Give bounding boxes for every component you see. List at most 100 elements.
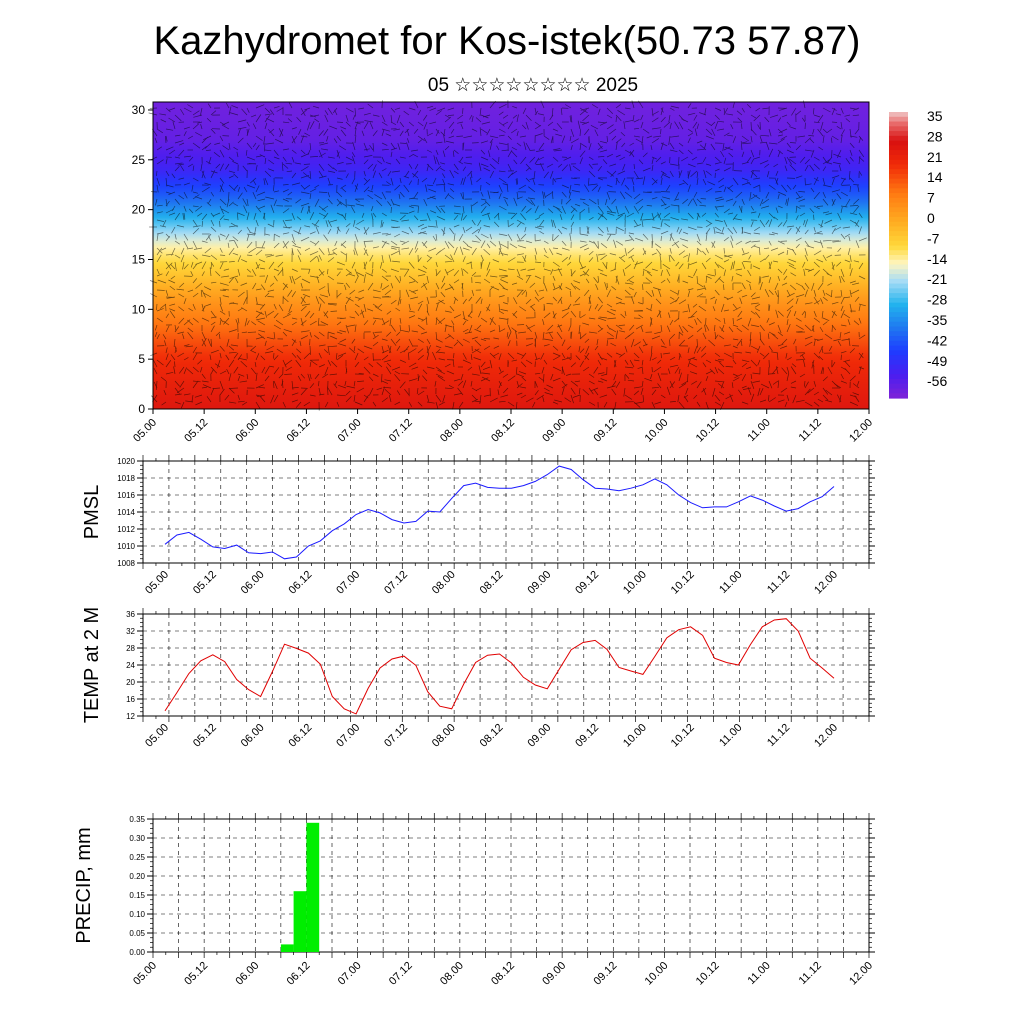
wind-barb (406, 129, 410, 137)
wind-barb (498, 382, 502, 389)
wind-barb (192, 278, 198, 284)
wind-barb (179, 366, 185, 374)
x-tick-label: 06.12 (287, 569, 315, 597)
wind-barb (426, 394, 430, 402)
wind-barb (168, 212, 176, 216)
wind-barb (480, 184, 482, 191)
wind-barb (493, 345, 500, 349)
wind-barb (336, 321, 342, 326)
wind-barb (319, 142, 329, 146)
wind-barb (632, 114, 635, 122)
wind-barb (579, 150, 586, 158)
wind-barb (624, 289, 631, 296)
wind-barb (381, 241, 387, 249)
wind-barb (417, 303, 423, 312)
wind-barb (168, 107, 176, 111)
wind-barb (353, 249, 356, 256)
wind-barb (741, 135, 750, 142)
colorbar-swatch (889, 250, 908, 256)
wind-barb (252, 282, 257, 290)
wind-barb (723, 186, 727, 193)
wind-barb (725, 113, 734, 116)
wind-barb (201, 186, 210, 193)
wind-barb (516, 253, 524, 256)
wind-barb (789, 142, 797, 144)
wind-barb (588, 257, 594, 263)
wind-barb (363, 303, 367, 312)
wind-barb (511, 151, 518, 158)
wind-barb (806, 245, 815, 249)
wind-barb (786, 184, 792, 191)
wind-barb (534, 352, 538, 359)
wind-barb (417, 401, 423, 407)
wind-barb (434, 380, 437, 387)
wind-barb (300, 282, 303, 289)
wind-barb (516, 383, 523, 389)
wind-barb (385, 162, 392, 165)
wind-barb (685, 387, 689, 395)
wind-barb (479, 394, 482, 404)
wind-barb (498, 317, 508, 320)
wind-barb (387, 170, 392, 177)
wind-barb (301, 303, 311, 306)
wind-barb (372, 401, 377, 407)
wind-barb (183, 182, 191, 186)
wind-barb (522, 255, 527, 263)
wind-barb (513, 297, 518, 305)
wind-barb (606, 261, 608, 269)
colorbar-swatch (889, 259, 908, 266)
colorbar-swatch (889, 154, 908, 161)
wind-barb (539, 219, 545, 227)
wind-barb (732, 136, 737, 144)
wind-barb (570, 394, 574, 404)
wind-barb (273, 184, 275, 192)
wind-barb (603, 401, 608, 408)
wind-barb (579, 266, 587, 270)
wind-barb (575, 355, 581, 361)
wind-barb (297, 249, 302, 256)
wind-barb (282, 121, 290, 124)
wind-barb (709, 368, 716, 375)
wind-barb (354, 183, 359, 193)
wind-barb (284, 359, 293, 366)
wind-barb (801, 354, 806, 361)
wind-barb (168, 191, 176, 196)
wind-barb (462, 380, 467, 389)
wind-barb (228, 359, 235, 368)
wind-barb (230, 344, 239, 347)
wind-barb (404, 128, 410, 134)
wind-barb (168, 149, 176, 155)
wind-barb (822, 367, 824, 375)
wind-barb (430, 196, 437, 200)
wind-barb (840, 107, 844, 114)
wind-barb (484, 200, 491, 207)
wind-barb (340, 129, 347, 137)
wind-barb (420, 282, 428, 288)
wind-barb (381, 345, 385, 353)
wind-barb (228, 247, 235, 256)
wind-barb (218, 235, 221, 242)
wind-barb (192, 380, 199, 389)
wind-barb (858, 237, 867, 242)
wind-barb (228, 240, 235, 242)
wind-barb (588, 401, 596, 406)
wind-barb (641, 218, 644, 228)
wind-barb (567, 303, 572, 309)
wind-barb (834, 383, 842, 389)
wind-barb (390, 206, 392, 214)
wind-barb (314, 198, 320, 207)
wind-barb (404, 170, 410, 178)
wind-barb (854, 296, 860, 302)
wind-barb (628, 232, 635, 235)
wind-barb (444, 114, 451, 119)
wind-barb (588, 317, 596, 320)
wind-barb (354, 107, 356, 117)
wind-barb (426, 345, 429, 354)
wind-barb (741, 141, 748, 144)
wind-barb (795, 331, 803, 333)
wind-barb (471, 247, 477, 256)
wind-barb (720, 380, 725, 389)
wind-barb (633, 386, 643, 389)
wind-barb (512, 105, 518, 109)
wind-barb (183, 298, 187, 305)
